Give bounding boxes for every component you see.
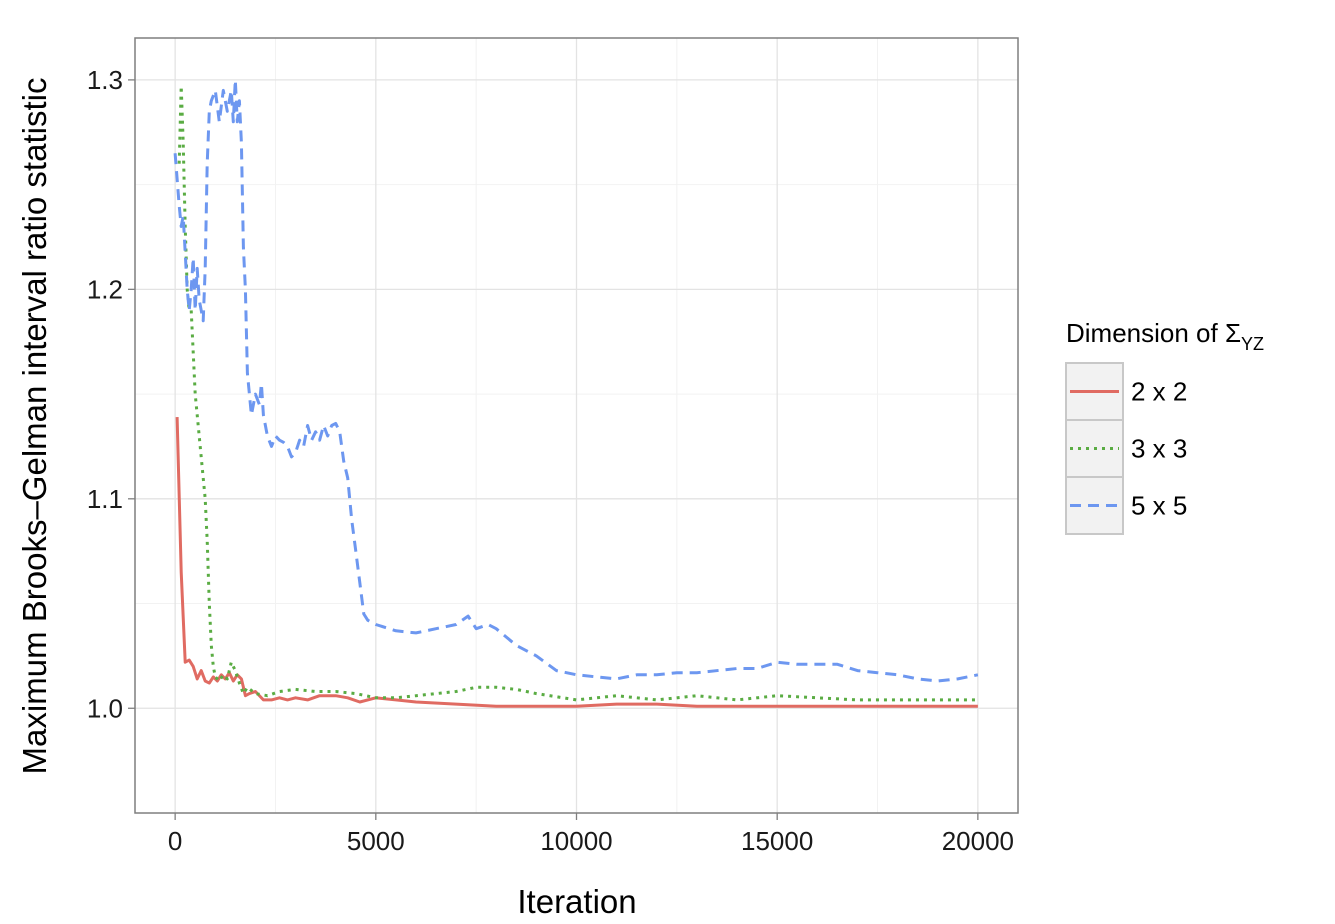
series-line-2	[177, 84, 978, 702]
legend-title: Dimension of ΣYZ	[1066, 318, 1264, 354]
x-tick-label: 20000	[942, 826, 1014, 856]
x-tick-label: 5000	[347, 826, 405, 856]
grid-lines	[135, 38, 1018, 813]
y-tick-label: 1.2	[87, 274, 123, 304]
series-line-3	[173, 78, 979, 683]
series-line-1	[175, 417, 978, 708]
plot-panel	[134, 37, 1019, 814]
y-tick-label: 1.3	[87, 65, 123, 95]
legend-label: 5 x 5	[1131, 491, 1187, 521]
y-tick-label: 1.1	[87, 484, 123, 514]
legend-label: 2 x 2	[1131, 377, 1187, 407]
axis-ticks: 0 5000 10000 15000 20000 1.0 1.1 1.2 1.3	[87, 65, 1014, 856]
x-tick-label: 0	[168, 826, 182, 856]
y-tick-label: 1.0	[87, 693, 123, 723]
x-tick-label: 15000	[741, 826, 813, 856]
legend-items: 2 x 2 3 x 3 5 x 5	[1065, 362, 1187, 535]
y-axis-title: Maximum Brooks–Gelman interval ratio sta…	[16, 78, 53, 775]
legend-label: 3 x 3	[1131, 434, 1187, 464]
legend: Dimension of ΣYZ 2 x 2 3 x 3 5 x 5	[1065, 318, 1264, 535]
x-tick-label: 10000	[540, 826, 612, 856]
x-axis-title: Iteration	[517, 883, 636, 920]
series-lines	[173, 78, 979, 708]
